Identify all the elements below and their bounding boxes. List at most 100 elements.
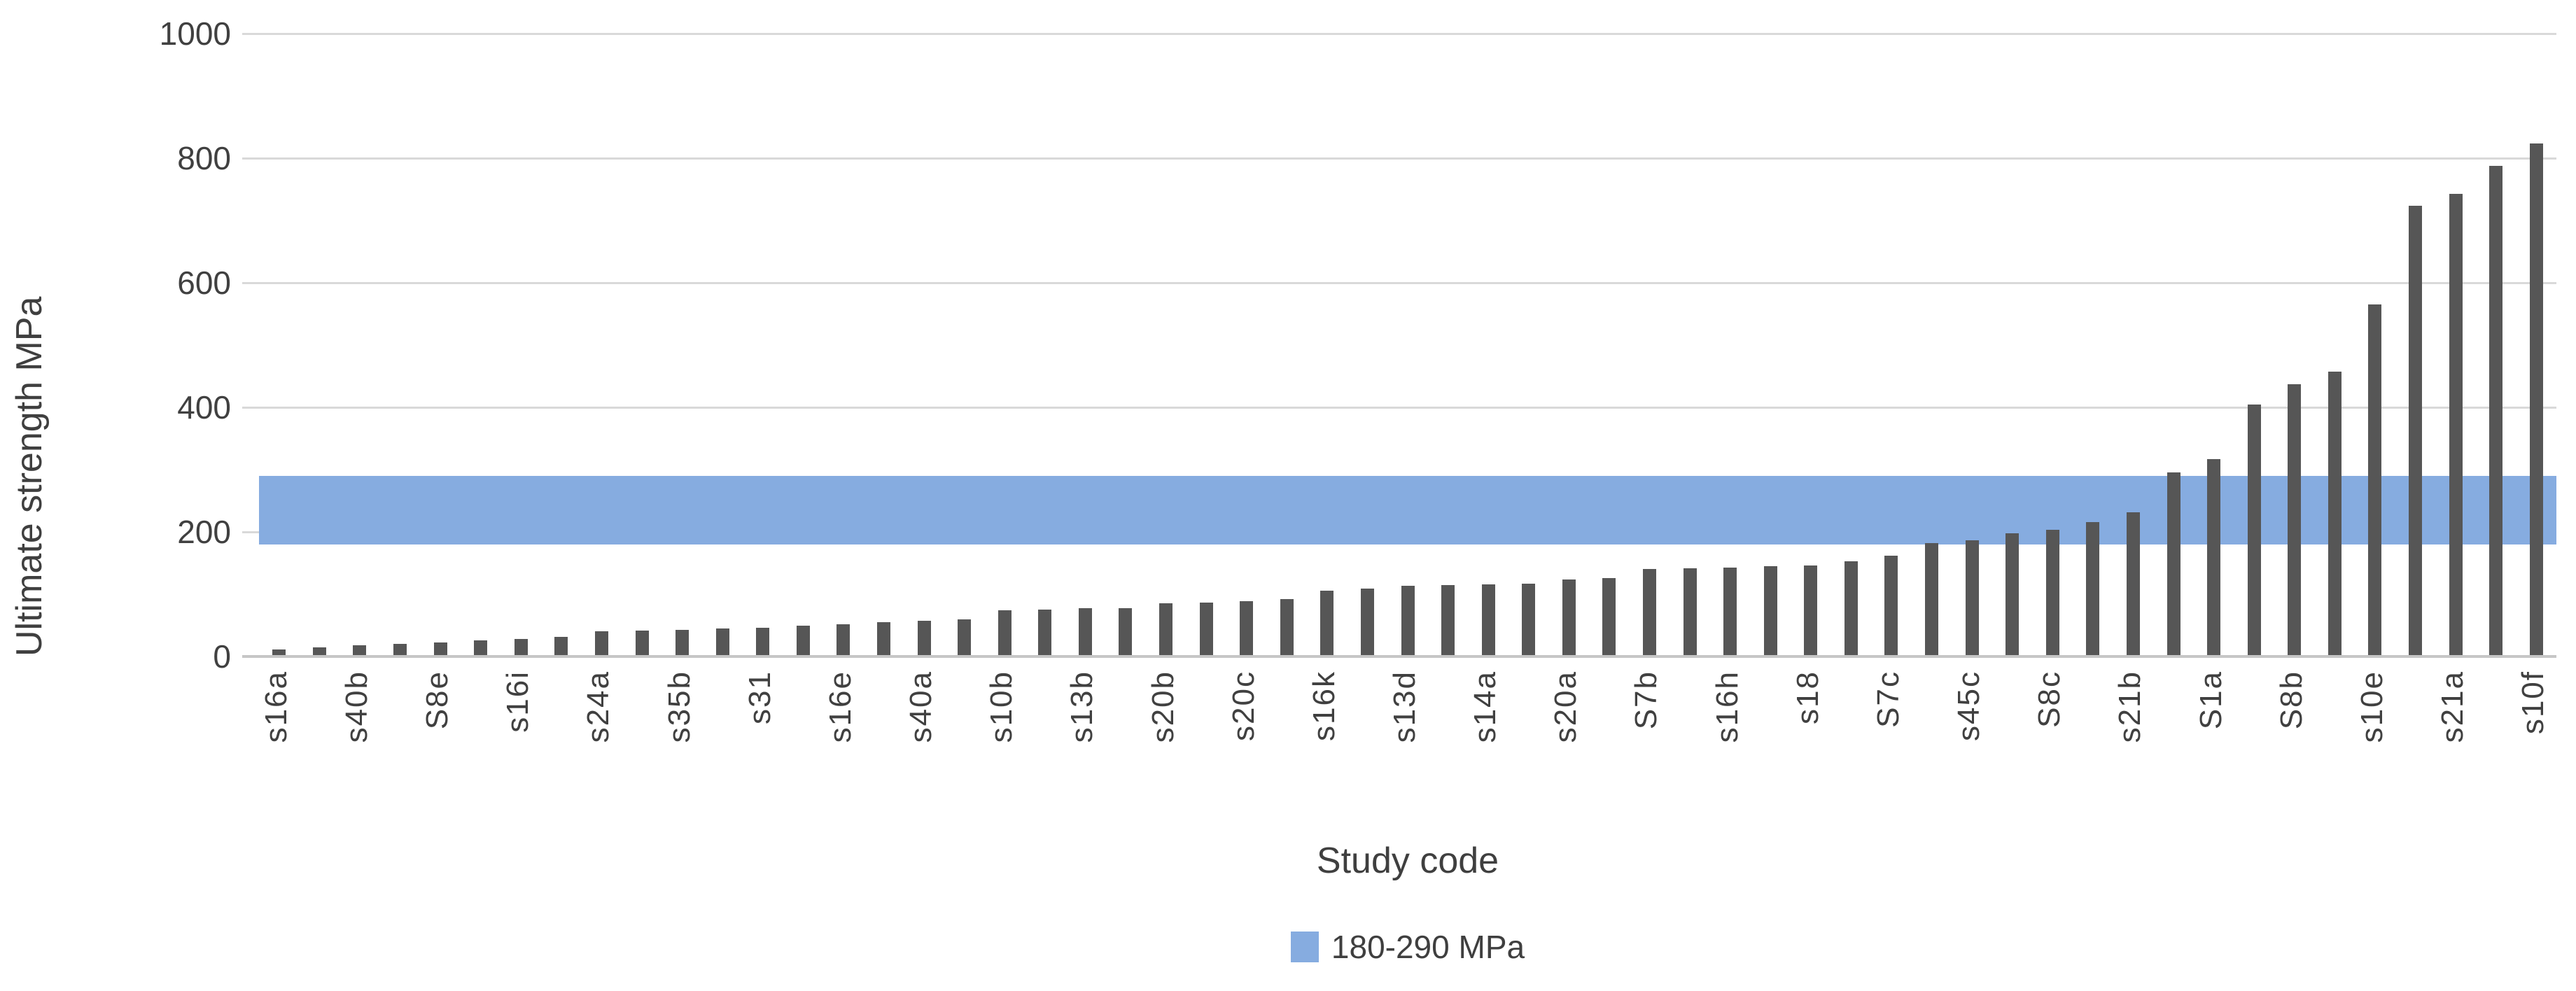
x-tick-label: s40a <box>904 670 939 743</box>
bar <box>2328 372 2342 656</box>
x-tick-label: S1a <box>2193 670 2228 730</box>
bar <box>1199 602 1213 656</box>
bar <box>1240 600 1254 656</box>
bar <box>1925 543 1939 656</box>
bar <box>272 649 286 656</box>
bar <box>1522 583 1536 656</box>
x-tick-label: S8c <box>2032 670 2067 728</box>
bar <box>997 610 1011 656</box>
bar <box>1481 584 1495 656</box>
bar <box>594 631 608 656</box>
x-tick-label: s16i <box>500 670 536 733</box>
x-tick-label: s16a <box>258 670 293 743</box>
x-tick-label: s20a <box>1548 670 1583 743</box>
y-tick-label: 200 <box>177 514 231 550</box>
bar <box>1441 584 1455 656</box>
bar <box>1562 579 1576 656</box>
bar <box>2247 404 2261 656</box>
y-tick-mark <box>242 281 259 284</box>
bar <box>1602 577 1616 656</box>
bar <box>393 644 407 656</box>
bar <box>2086 521 2100 656</box>
bar <box>1723 567 1737 656</box>
bar <box>1884 555 1898 656</box>
x-tick-label: s13b <box>1065 670 1100 743</box>
y-tick-label: 1000 <box>159 15 231 52</box>
legend-swatch-icon <box>1290 932 1319 962</box>
bar <box>554 636 568 656</box>
x-tick-label: s16e <box>822 670 858 743</box>
bar <box>312 647 326 656</box>
gridline <box>259 406 2556 409</box>
bar <box>2529 143 2543 656</box>
y-tick-label: 800 <box>177 140 231 176</box>
bar <box>474 640 488 656</box>
y-tick-mark <box>242 32 259 35</box>
bar <box>1119 607 1133 656</box>
y-axis-title: Ultimate strength MPa <box>9 296 50 656</box>
bar <box>1320 590 1334 656</box>
bar <box>2005 533 2019 656</box>
bar <box>958 619 972 656</box>
x-tick-label: S8b <box>2274 670 2309 730</box>
x-tick-label: s13d <box>1387 670 1422 743</box>
bar <box>514 639 528 656</box>
y-tick-mark <box>242 530 259 533</box>
bar <box>1844 561 1858 656</box>
bar <box>2126 512 2140 656</box>
bar <box>1804 565 1818 656</box>
gridline <box>259 157 2556 160</box>
x-tick-label: s35b <box>662 670 696 743</box>
bar <box>2288 384 2302 656</box>
legend: 180-290 MPa <box>259 931 2556 963</box>
x-tick-label: s10e <box>2354 670 2389 743</box>
x-axis-title: Study code <box>1316 841 1499 881</box>
bar <box>1642 568 1656 656</box>
x-tick-label: s20c <box>1226 670 1261 741</box>
bar <box>1360 588 1374 656</box>
bar <box>796 625 810 656</box>
x-tick-label: s24a <box>581 670 616 743</box>
x-tick-label: S8e <box>420 670 455 730</box>
y-tick-mark <box>242 157 259 160</box>
bar <box>836 624 850 656</box>
bar <box>676 629 690 656</box>
x-tick-label: s21b <box>2113 670 2148 743</box>
bar <box>2408 205 2422 656</box>
bar <box>1280 599 1294 656</box>
x-tick-label: S7c <box>1870 670 1905 728</box>
x-tick-label: s10b <box>984 670 1019 743</box>
bar <box>1038 610 1052 656</box>
x-tick-label: s21a <box>2435 670 2470 743</box>
x-tick-label: s45c <box>1952 670 1987 741</box>
gridline <box>259 32 2556 35</box>
bar <box>1683 568 1697 656</box>
bar <box>353 645 367 656</box>
y-tick-label: 0 <box>213 638 231 675</box>
x-tick-label: s20b <box>1145 670 1180 743</box>
x-tick-label: s31 <box>742 670 777 724</box>
bar <box>2045 530 2059 656</box>
bar <box>715 628 729 656</box>
legend-label: 180-290 MPa <box>1331 929 1525 965</box>
bar <box>756 628 770 656</box>
x-tick-label: s40b <box>339 670 374 743</box>
x-tick-label: s16k <box>1306 670 1341 741</box>
bar <box>635 630 649 656</box>
x-tick-label: s14a <box>1468 670 1503 743</box>
y-tick-label: 600 <box>177 265 231 301</box>
bar <box>2449 193 2463 656</box>
bar <box>433 642 447 656</box>
bar <box>1401 586 1415 656</box>
bar <box>1078 608 1092 656</box>
bar <box>2166 472 2180 656</box>
bar <box>2368 304 2382 656</box>
bar <box>2489 165 2503 656</box>
x-tick-label: S7b <box>1629 670 1664 730</box>
x-axis-line <box>242 655 2556 658</box>
y-tick-mark <box>242 406 259 409</box>
bar <box>876 622 890 656</box>
bar <box>917 621 931 656</box>
gridline <box>259 281 2556 284</box>
